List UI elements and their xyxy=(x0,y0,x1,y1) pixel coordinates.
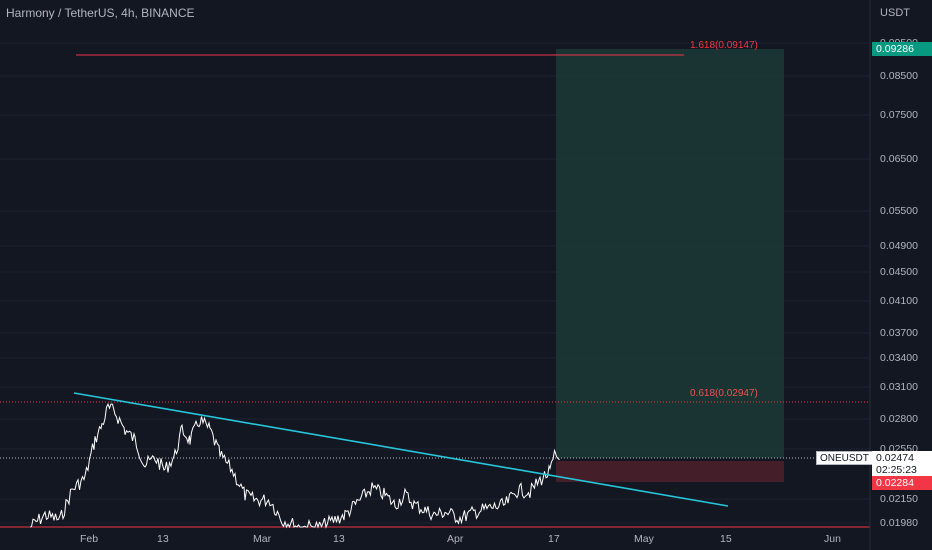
time-tick-label: May xyxy=(634,533,654,545)
fib-0618-label: 0.618(0.02947) xyxy=(690,388,758,399)
price-tick-label: 0.02800 xyxy=(880,413,918,425)
time-tick-label: 17 xyxy=(548,533,560,545)
price-tick-label: 0.04900 xyxy=(880,240,918,252)
time-tick-label: Feb xyxy=(80,533,99,545)
target-price-tag: 0.09286 xyxy=(872,42,932,56)
long-position-stop-zone[interactable] xyxy=(556,461,784,482)
time-tick-label: Apr xyxy=(447,533,464,545)
price-tick-label: 0.04100 xyxy=(880,295,918,307)
time-tick-label: 13 xyxy=(333,533,345,545)
price-tick-label: 0.08500 xyxy=(880,70,918,82)
time-tick-label: Jun xyxy=(824,533,841,545)
symbol-tag: ONEUSDT xyxy=(816,451,873,465)
price-tick-label: 0.03400 xyxy=(880,352,918,364)
price-tick-label: 0.01980 xyxy=(880,517,918,529)
current-price-value: 0.02474 xyxy=(876,452,914,464)
countdown-timer: 02:25:23 xyxy=(876,464,917,476)
stop-price-tag: 0.02284 xyxy=(872,476,932,490)
time-tick-label: 13 xyxy=(157,533,169,545)
current-price-tag: 0.02474 02:25:23 xyxy=(872,451,932,477)
price-tick-label: 0.03700 xyxy=(880,327,918,339)
long-position-target-zone[interactable] xyxy=(556,49,784,458)
fib-1618-label: 1.618(0.09147) xyxy=(690,40,758,51)
price-candles xyxy=(29,402,560,529)
price-tick-label: 0.03100 xyxy=(880,381,918,393)
price-tick-label: 0.04500 xyxy=(880,266,918,278)
axis-currency: USDT xyxy=(880,7,910,19)
time-tick-label: 15 xyxy=(720,533,732,545)
price-tick-label: 0.05500 xyxy=(880,205,918,217)
descending-trendline[interactable] xyxy=(73,392,729,507)
chart-title: Harmony / TetherUS, 4h, BINANCE xyxy=(6,6,195,20)
price-tick-label: 0.02150 xyxy=(880,493,918,505)
time-tick-label: Mar xyxy=(253,533,272,545)
price-tick-label: 0.06500 xyxy=(880,153,918,165)
price-tick-label: 0.07500 xyxy=(880,109,918,121)
candle-series xyxy=(29,402,560,529)
